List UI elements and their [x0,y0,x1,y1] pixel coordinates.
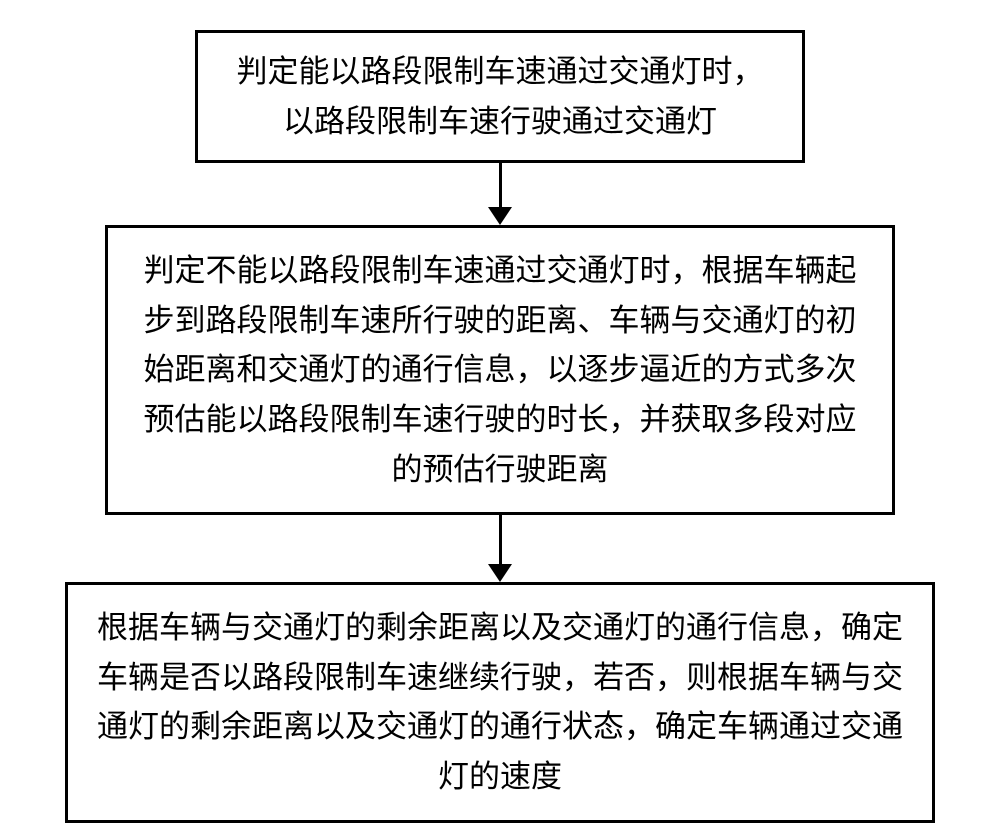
flowchart-node-1-text: 判定能以路段限制车速通过交通灯时，以路段限制车速行驶通过交通灯 [228,47,772,146]
arrow-head-icon [488,564,512,582]
flowchart-node-2-text: 判定不能以路段限制车速通过交通灯时，根据车辆起步到路段限制车速所行驶的距离、车辆… [138,246,862,494]
flowchart-node-1: 判定能以路段限制车速通过交通灯时，以路段限制车速行驶通过交通灯 [195,30,805,163]
flowchart-node-3-text: 根据车辆与交通灯的剩余距离以及交通灯的通行信息，确定车辆是否以路段限制车速继续行… [93,603,907,801]
flowchart-node-3: 根据车辆与交通灯的剩余距离以及交通灯的通行信息，确定车辆是否以路段限制车速继续行… [65,582,935,822]
flowchart-container: 判定能以路段限制车速通过交通灯时，以路段限制车速行驶通过交通灯 判定不能以路段限… [0,30,1000,823]
flowchart-arrow-1 [488,163,512,225]
flowchart-arrow-2 [488,515,512,582]
arrow-line [499,515,502,565]
flowchart-node-2: 判定不能以路段限制车速通过交通灯时，根据车辆起步到路段限制车速所行驶的距离、车辆… [105,225,895,515]
arrow-line [499,163,502,208]
arrow-head-icon [488,207,512,225]
